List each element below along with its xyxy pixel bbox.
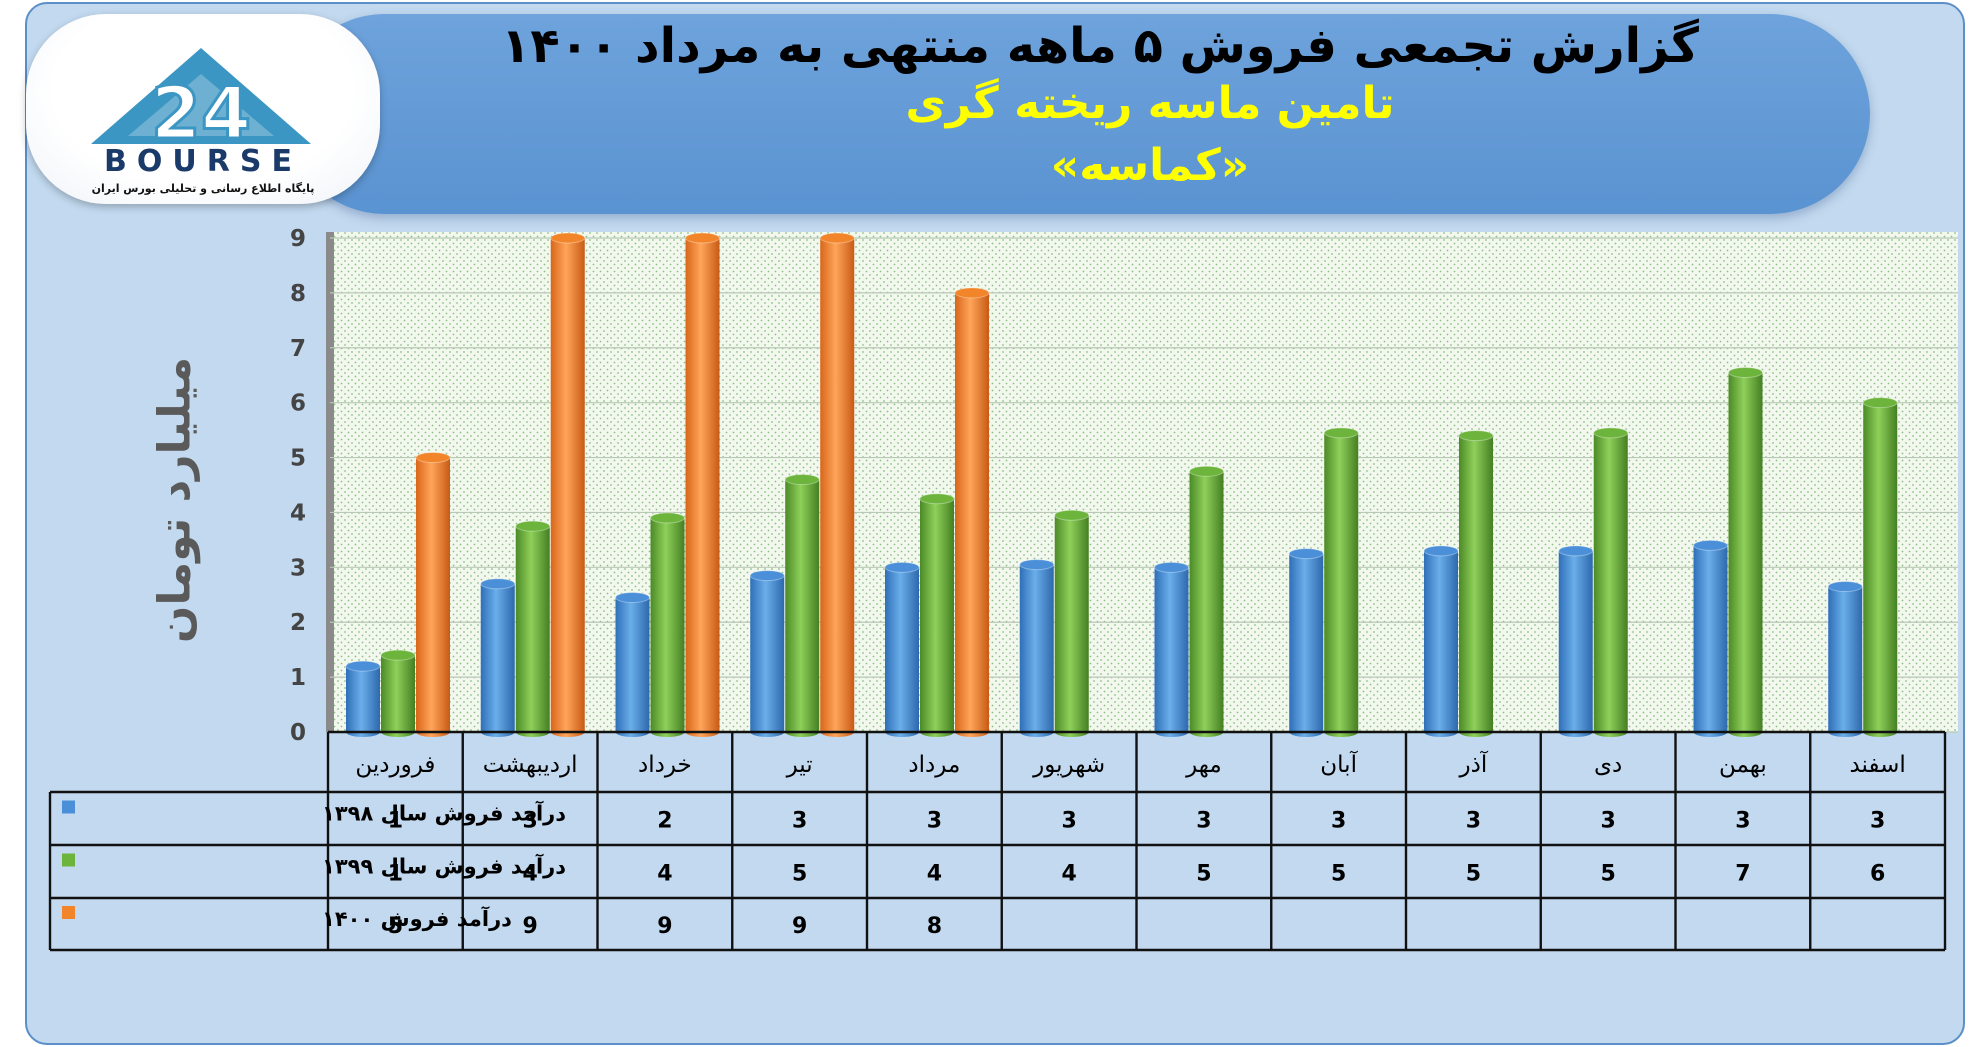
bar-1-7	[1154, 561, 1189, 737]
x-tick-label: خرداد	[638, 752, 692, 778]
table-cell-value: 4	[657, 862, 672, 887]
bar-1-12	[1827, 581, 1863, 737]
ticker-symbol: «کماسه»	[1050, 140, 1250, 191]
logo-triangle-icon: 24	[91, 48, 311, 154]
bar-2-2	[515, 520, 551, 737]
bar-1-9	[1423, 545, 1459, 737]
legend-swatch	[62, 906, 75, 919]
table-cell-value: 5	[1196, 862, 1211, 887]
company-name: تامین ماسه ریخته گری	[905, 78, 1395, 129]
bar-3-3	[685, 232, 720, 737]
table-cell-value: 4	[1061, 862, 1076, 887]
table-cell-value: 3	[1466, 809, 1481, 834]
table-cell-value: 3	[1061, 809, 1076, 834]
table-cell-value: 3	[1196, 809, 1211, 834]
table-cell-value: 5	[1466, 862, 1481, 887]
table-cell-value: 3	[792, 809, 807, 834]
table-cell-value: 3	[1331, 809, 1346, 834]
bar-1-10	[1558, 545, 1594, 737]
y-tick-label: 1	[290, 665, 306, 691]
table-cell-value: 3	[927, 809, 942, 834]
table-cell-value: 4	[522, 862, 537, 887]
bar-2-1	[380, 649, 416, 737]
table-cell-value: 9	[657, 914, 672, 939]
logo-tagline: پایگاه اطلاع رسانی و تحلیلی بورس ایران	[91, 182, 315, 195]
bar-1-6	[1019, 559, 1055, 737]
bar-2-8	[1323, 427, 1359, 737]
report-title: گزارش تجمعی فروش ۵ ماهه منتهی به مرداد ۱…	[501, 18, 1699, 74]
y-tick-label: 3	[290, 555, 306, 581]
bourse-logo: 24 BOURSE پایگاه اطلاع رسانی و تحلیلی بو…	[26, 14, 380, 204]
x-tick-label: آبان	[1320, 750, 1358, 778]
legend-label: درآمد فروش سال ۱۳۹۸	[322, 801, 566, 826]
table-cell-value: 8	[927, 914, 942, 939]
table-cell-value: 6	[1870, 862, 1885, 887]
bar-2-10	[1593, 427, 1629, 737]
bar-2-7	[1189, 465, 1224, 737]
svg-text:24: 24	[151, 71, 251, 154]
bar-2-4	[784, 474, 820, 737]
x-tick-label: مرداد	[908, 752, 960, 778]
y-tick-label: 9	[290, 226, 306, 252]
bar-3-1	[415, 452, 451, 737]
bar-1-4	[749, 570, 785, 737]
bar-1-2	[480, 578, 516, 737]
plot-side-wall	[326, 232, 334, 732]
table-cell-value: 9	[522, 914, 537, 939]
bar-3-4	[819, 232, 855, 737]
table-cell-value: 3	[522, 809, 537, 834]
x-tick-label: تیر	[786, 752, 813, 778]
x-tick-label: شهریور	[1032, 752, 1105, 778]
bar-2-3	[650, 512, 685, 737]
y-tick-label: 8	[290, 281, 306, 307]
table-cell-value: 2	[657, 809, 672, 834]
logo-brand: BOURSE	[104, 144, 302, 179]
bar-1-5	[884, 561, 920, 737]
legend-label: درآمد فروش سال ۱۳۹۹	[322, 854, 566, 879]
plot-area	[330, 232, 1958, 732]
y-tick-label: 0	[290, 720, 306, 746]
y-tick-label: 7	[290, 336, 306, 362]
x-tick-label: اردیبهشت	[483, 752, 578, 778]
bar-3-2	[550, 232, 586, 737]
bar-1-1	[345, 660, 381, 737]
table-cell-value: 3	[1735, 809, 1750, 834]
table-cell-value: 5	[388, 914, 403, 939]
title-banner	[285, 14, 1870, 214]
x-tick-label: دی	[1594, 752, 1622, 778]
x-tick-label: آذر	[1459, 750, 1489, 778]
bar-2-6	[1054, 509, 1090, 737]
bar-1-11	[1693, 539, 1728, 737]
bar-3-5	[954, 287, 990, 737]
table-cell-value: 5	[1600, 862, 1615, 887]
table-cell-value: 9	[792, 914, 807, 939]
table-cell-value: 5	[1331, 862, 1346, 887]
table-cell-value: 7	[1735, 862, 1750, 887]
x-tick-label: بهمن	[1719, 752, 1767, 778]
legend-label: درآمد فروش ۱۴۰۰	[322, 906, 512, 931]
bar-1-3	[615, 592, 650, 737]
y-tick-label: 2	[290, 610, 306, 636]
table-cell-value: 1	[388, 862, 403, 887]
bar-2-12	[1862, 397, 1898, 737]
y-tick-label: 5	[290, 446, 306, 472]
legend-swatch	[62, 853, 75, 867]
bar-2-11	[1728, 366, 1763, 737]
table-cell-value: 1	[388, 809, 403, 834]
y-tick-label: 6	[290, 391, 306, 417]
table-cell-value: 3	[1600, 809, 1615, 834]
table-cell-value: 4	[927, 862, 942, 887]
x-tick-label: فروردین	[355, 752, 435, 778]
y-tick-label: 4	[290, 500, 306, 526]
bar-2-5	[919, 493, 955, 737]
table-cell-value: 3	[1870, 809, 1885, 834]
x-tick-label: مهر	[1185, 752, 1222, 778]
x-tick-label: اسفند	[1849, 752, 1905, 778]
legend-swatch	[62, 800, 75, 814]
table-cell-value: 5	[792, 862, 807, 887]
bar-2-9	[1458, 430, 1494, 737]
bar-1-8	[1288, 548, 1324, 737]
